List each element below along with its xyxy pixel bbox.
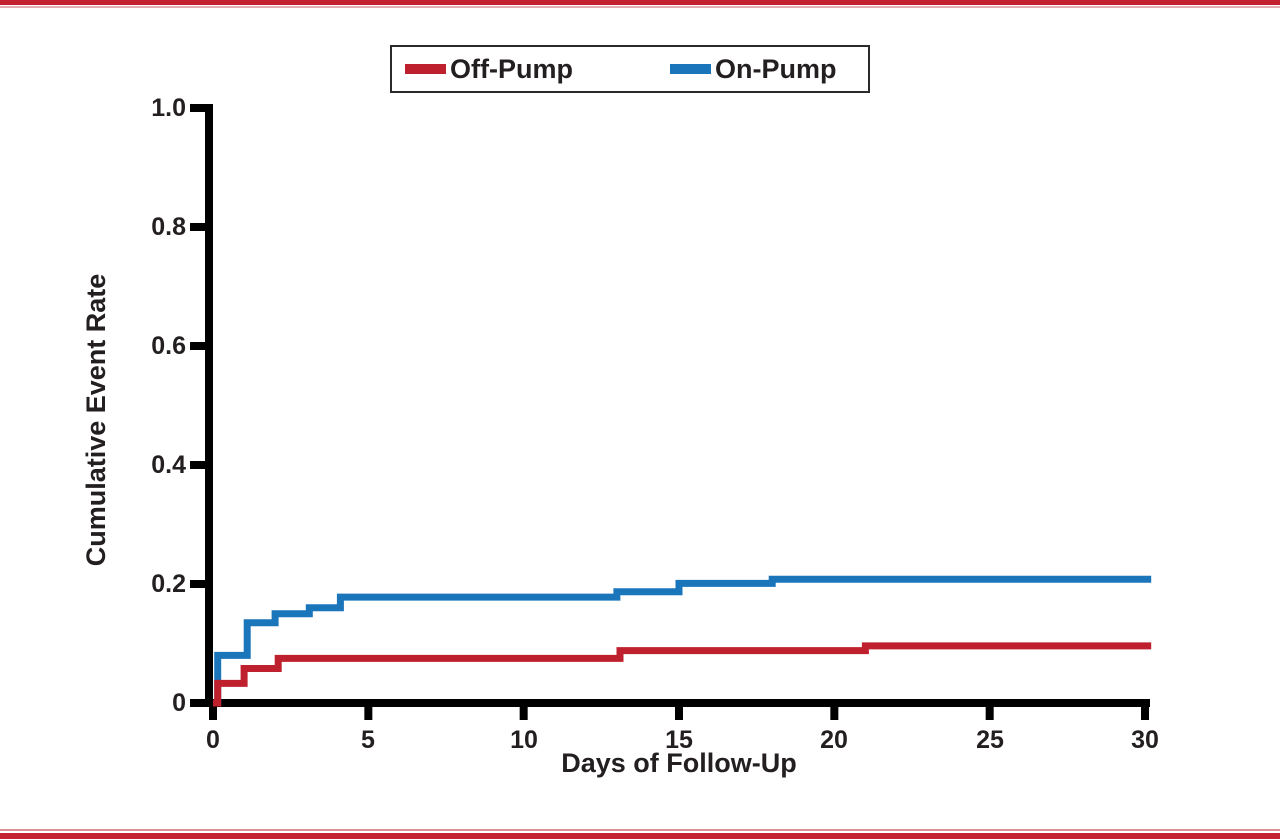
y-axis-tick: [190, 580, 205, 588]
series-line-off-pump: [213, 642, 1152, 707]
legend-item-onpump: On-Pump: [669, 53, 837, 85]
top-border-bar: [0, 0, 1280, 5]
x-axis-tick: [830, 707, 839, 720]
y-tick-label-0-6: 0.6: [151, 332, 186, 360]
legend-label-offpump: Off-Pump: [450, 53, 573, 84]
y-axis-tick: [190, 699, 205, 707]
y-tick-label-1-0: 1.0: [151, 94, 186, 122]
x-axis-line: [205, 699, 1150, 707]
y-tick-label-0: 0: [172, 689, 186, 717]
x-tick-label-15: 15: [665, 726, 693, 754]
bottom-border-bar: [0, 833, 1280, 839]
y-axis-tick: [190, 104, 205, 112]
x-axis-tick: [675, 707, 684, 720]
x-axis-title: Days of Follow-Up: [561, 748, 797, 778]
x-tick-label-10: 10: [510, 726, 538, 754]
x-tick-label-30: 30: [1131, 726, 1159, 754]
y-axis-tick: [190, 461, 205, 469]
y-axis-tick: [190, 342, 205, 350]
series-line-on-pump: [213, 575, 1152, 707]
bottom-border-accent: [0, 829, 1280, 831]
x-tick-label-20: 20: [820, 726, 848, 754]
y-axis-line: [205, 104, 213, 707]
y-tick-label-0-2: 0.2: [151, 570, 186, 598]
x-axis-tick: [364, 707, 373, 720]
x-tick-label-5: 5: [361, 726, 375, 754]
x-axis-tick: [209, 707, 217, 720]
y-tick-label-0-8: 0.8: [151, 213, 186, 241]
onpump-line-swatch: [669, 64, 711, 74]
legend: Off-Pump On-Pump: [390, 45, 870, 93]
top-border-accent: [0, 6, 1280, 8]
x-tick-label-0: 0: [206, 726, 220, 754]
y-axis-tick: [190, 223, 205, 231]
y-tick-label-0-4: 0.4: [151, 451, 186, 479]
x-axis-tick: [985, 707, 994, 720]
y-axis-title: Cumulative Event Rate: [81, 273, 111, 567]
legend-label-onpump: On-Pump: [714, 53, 837, 84]
legend-item-offpump: Off-Pump: [405, 54, 573, 85]
x-tick-label-25: 25: [976, 726, 1004, 754]
offpump-line-swatch: [405, 64, 446, 74]
x-axis-tick: [1141, 707, 1150, 720]
x-axis-tick: [519, 707, 528, 720]
